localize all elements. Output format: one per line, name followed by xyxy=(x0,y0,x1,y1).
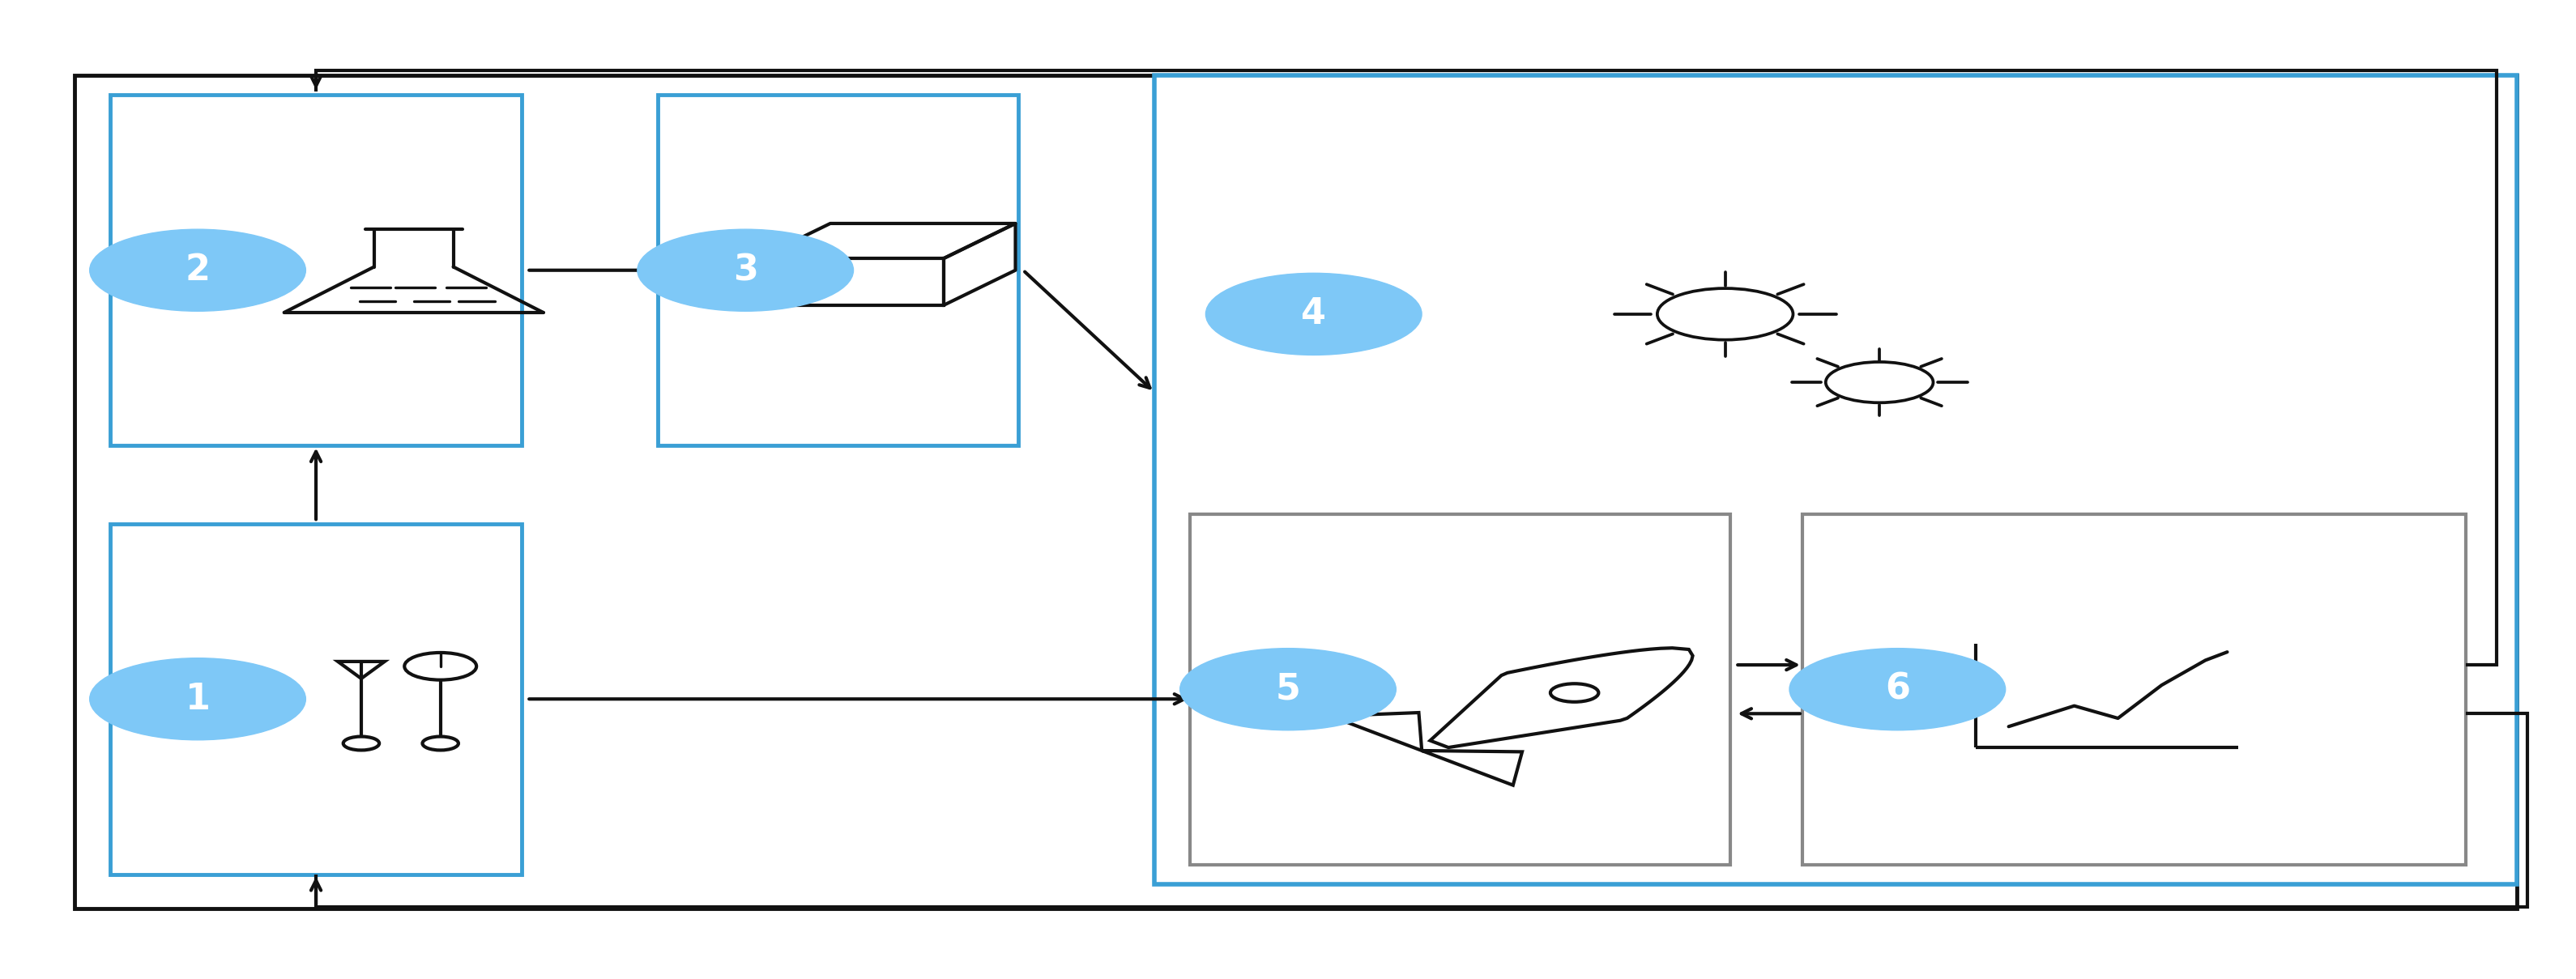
Bar xyxy=(1190,514,1731,864)
Bar xyxy=(111,524,523,874)
Circle shape xyxy=(90,658,307,740)
Circle shape xyxy=(1826,362,1932,402)
Circle shape xyxy=(404,653,477,680)
Bar xyxy=(657,95,1018,445)
Polygon shape xyxy=(1332,713,1422,751)
Bar xyxy=(1803,514,2465,864)
Text: 4: 4 xyxy=(1301,297,1327,332)
Polygon shape xyxy=(1422,751,1522,785)
Circle shape xyxy=(636,229,853,311)
Text: 6: 6 xyxy=(1886,672,1909,707)
Circle shape xyxy=(1551,683,1600,702)
Text: 5: 5 xyxy=(1275,672,1301,707)
Circle shape xyxy=(1656,289,1793,340)
Polygon shape xyxy=(1430,648,1692,748)
Circle shape xyxy=(1206,273,1422,355)
Text: 1: 1 xyxy=(185,681,211,717)
Circle shape xyxy=(1790,648,2007,730)
Text: 2: 2 xyxy=(185,253,211,288)
Bar xyxy=(111,95,523,445)
Bar xyxy=(75,75,2517,909)
Bar xyxy=(1154,75,2517,884)
Circle shape xyxy=(422,736,459,750)
Circle shape xyxy=(343,736,379,750)
Circle shape xyxy=(90,229,307,311)
Text: 3: 3 xyxy=(734,253,757,288)
Circle shape xyxy=(1180,648,1396,730)
